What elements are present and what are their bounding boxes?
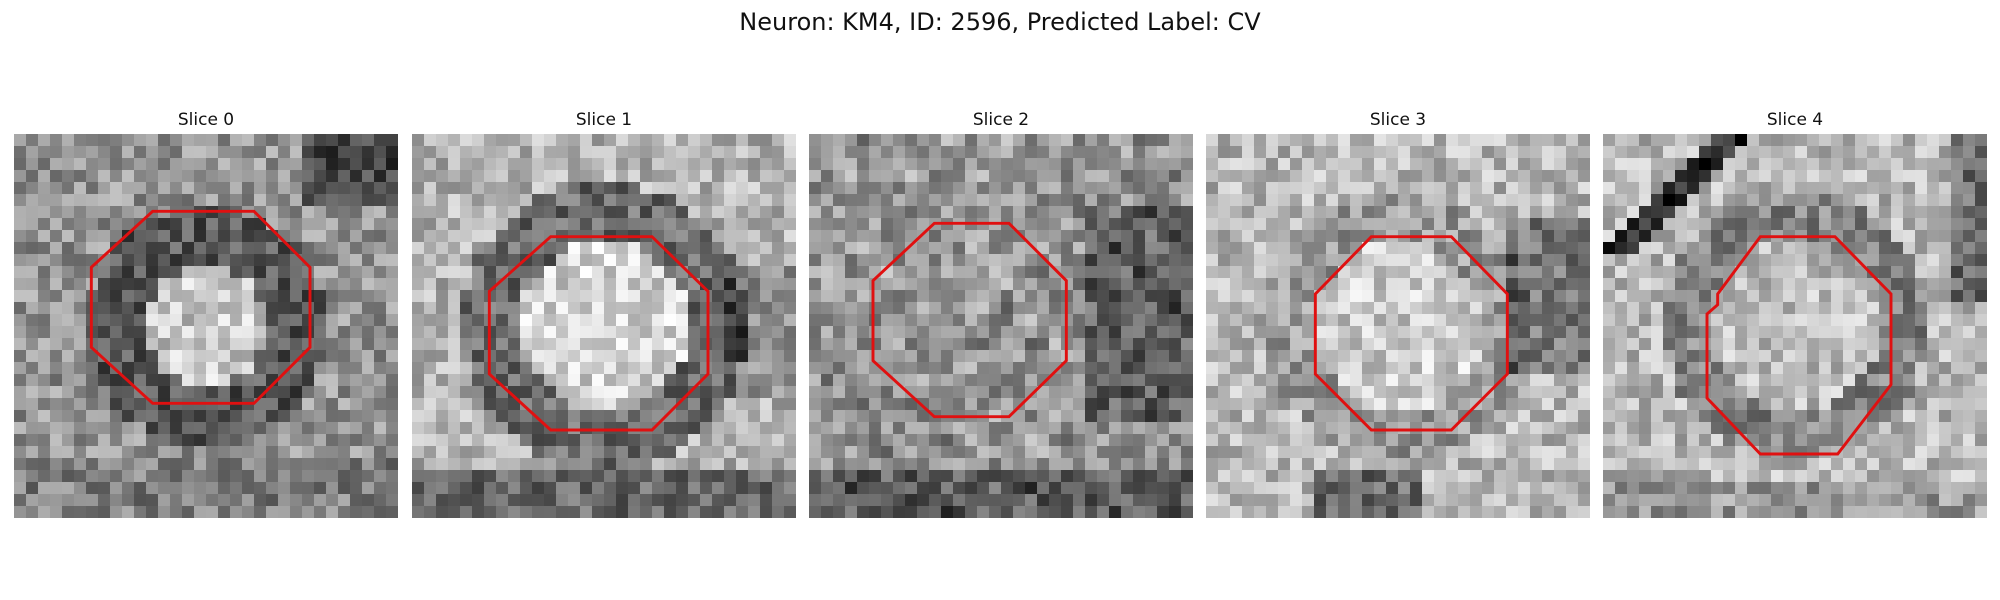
contour-outline: [1705, 235, 1893, 456]
pixel-grid: [14, 134, 398, 518]
figure-title: Neuron: KM4, ID: 2596, Predicted Label: …: [739, 8, 1261, 36]
pixel-grid: [809, 134, 1193, 518]
pixel-grid: [412, 134, 796, 518]
slice-image-4: [1603, 134, 1987, 518]
slice-panel-1: Slice 1: [412, 110, 796, 518]
contour-outline: [871, 221, 1068, 419]
slice-title-3: Slice 3: [1369, 110, 1427, 130]
slice-title-1: Slice 1: [575, 110, 633, 130]
slice-image-0: [14, 134, 398, 518]
contour-outline: [1313, 235, 1509, 432]
slice-image-2: [809, 134, 1193, 518]
slice-title-2: Slice 2: [972, 110, 1030, 130]
slice-title-4: Slice 4: [1766, 110, 1824, 130]
slice-panel-0: Slice 0: [14, 110, 398, 518]
pixel-grid: [1206, 134, 1590, 518]
slice-panel-4: Slice 4: [1603, 110, 1987, 518]
slice-title-0: Slice 0: [177, 110, 235, 130]
slice-image-3: [1206, 134, 1590, 518]
contour-outline: [89, 209, 312, 405]
pixel-grid: [1603, 134, 1987, 518]
slice-image-1: [412, 134, 796, 518]
slice-panel-2: Slice 2: [809, 110, 1193, 518]
slice-panel-3: Slice 3: [1206, 110, 1590, 518]
contour-outline: [487, 235, 710, 432]
